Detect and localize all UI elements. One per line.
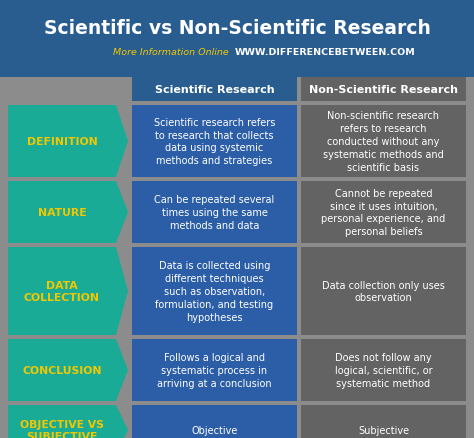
Polygon shape [8, 182, 128, 244]
Text: CONCLUSION: CONCLUSION [22, 365, 102, 375]
FancyBboxPatch shape [132, 405, 297, 438]
Polygon shape [8, 247, 128, 335]
Polygon shape [8, 106, 128, 177]
Text: Non-scientific research
refers to research
conducted without any
systematic meth: Non-scientific research refers to resear… [323, 111, 444, 172]
FancyBboxPatch shape [132, 339, 297, 401]
Text: Data is collected using
different techniques
such as observation,
formulation, a: Data is collected using different techni… [155, 261, 273, 322]
Text: Does not follow any
logical, scientific, or
systematic method: Does not follow any logical, scientific,… [335, 353, 432, 388]
FancyBboxPatch shape [301, 182, 466, 244]
Polygon shape [8, 405, 128, 438]
FancyBboxPatch shape [301, 247, 466, 335]
FancyBboxPatch shape [301, 339, 466, 401]
FancyBboxPatch shape [132, 247, 297, 335]
Text: More Information Online: More Information Online [113, 47, 235, 57]
FancyBboxPatch shape [301, 78, 466, 102]
Text: Objective: Objective [191, 425, 237, 435]
Text: Data collection only uses
observation: Data collection only uses observation [322, 280, 445, 303]
Text: OBJECTIVE VS
SUBJECTIVE: OBJECTIVE VS SUBJECTIVE [20, 419, 104, 438]
Text: Can be repeated several
times using the same
methods and data: Can be repeated several times using the … [155, 195, 274, 230]
Text: Follows a logical and
systematic process in
arriving at a conclusion: Follows a logical and systematic process… [157, 353, 272, 388]
Text: WWW.DIFFERENCEBETWEEN.COM: WWW.DIFFERENCEBETWEEN.COM [235, 47, 416, 57]
Text: Non-Scientific Research: Non-Scientific Research [309, 85, 458, 95]
Text: Scientific vs Non-Scientific Research: Scientific vs Non-Scientific Research [44, 18, 430, 37]
FancyBboxPatch shape [132, 106, 297, 177]
FancyBboxPatch shape [132, 182, 297, 244]
FancyBboxPatch shape [301, 405, 466, 438]
Polygon shape [8, 339, 128, 401]
Text: NATURE: NATURE [38, 208, 86, 218]
Text: Cannot be repeated
since it uses intuition,
personal experience, and
personal be: Cannot be repeated since it uses intuiti… [321, 188, 446, 237]
Text: DEFINITION: DEFINITION [27, 137, 97, 147]
Text: DATA
COLLECTION: DATA COLLECTION [24, 280, 100, 303]
Text: Scientific Research: Scientific Research [155, 85, 274, 95]
Text: Scientific research refers
to research that collects
data using systemic
methods: Scientific research refers to research t… [154, 117, 275, 166]
Text: Subjective: Subjective [358, 425, 409, 435]
FancyBboxPatch shape [0, 0, 474, 78]
FancyBboxPatch shape [301, 106, 466, 177]
FancyBboxPatch shape [132, 78, 297, 102]
